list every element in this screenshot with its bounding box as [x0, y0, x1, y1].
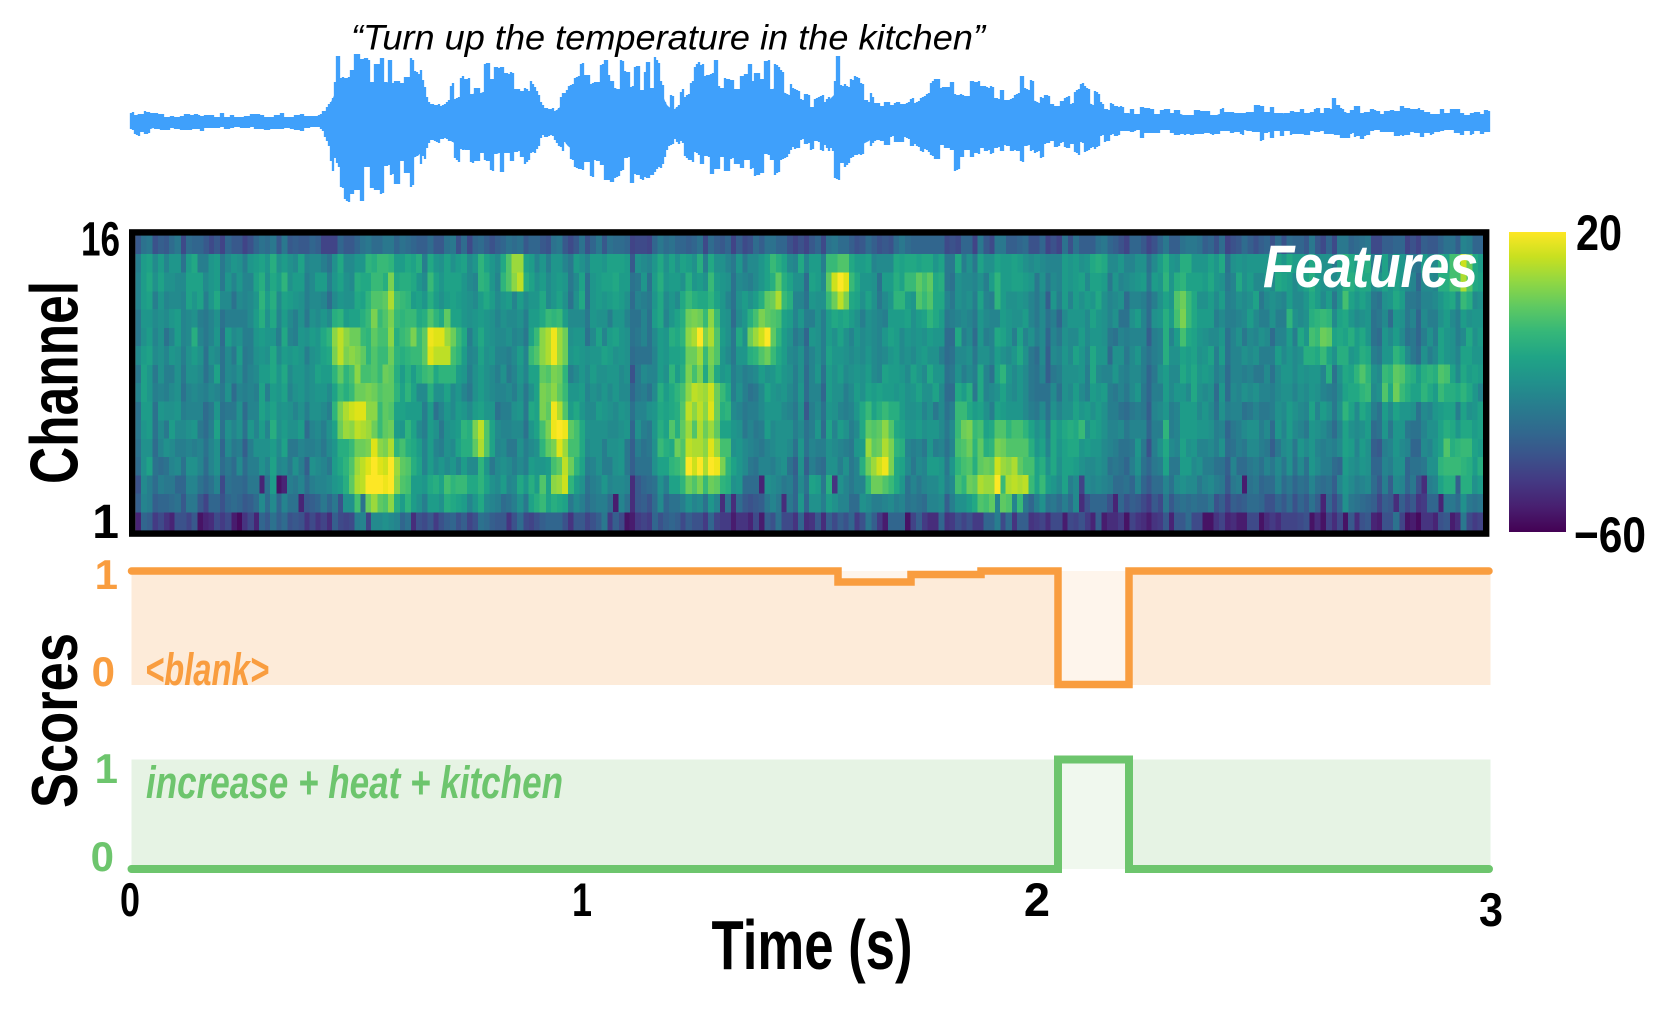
- svg-text:20: 20: [1576, 205, 1622, 261]
- svg-text:−60: −60: [1574, 507, 1646, 563]
- svg-text:0: 0: [91, 833, 114, 880]
- svg-text:1: 1: [95, 551, 118, 598]
- svg-text:1: 1: [95, 745, 118, 792]
- svg-text:“Turn up the temperature in th: “Turn up the temperature in the kitchen”: [351, 19, 986, 58]
- svg-text:Features: Features: [1263, 233, 1478, 300]
- svg-text:2: 2: [1024, 873, 1050, 926]
- svg-text:3: 3: [1479, 883, 1503, 936]
- svg-text:<blank>: <blank>: [145, 644, 269, 695]
- svg-text:1: 1: [92, 496, 119, 549]
- svg-text:0: 0: [120, 873, 140, 926]
- svg-text:1: 1: [572, 873, 592, 926]
- svg-text:Scores: Scores: [18, 633, 91, 808]
- svg-text:16: 16: [81, 214, 120, 267]
- svg-text:increase + heat + kitchen: increase + heat + kitchen: [146, 757, 563, 808]
- svg-text:Time (s): Time (s): [712, 906, 913, 984]
- svg-text:Channel: Channel: [17, 281, 93, 484]
- svg-text:0: 0: [92, 648, 115, 695]
